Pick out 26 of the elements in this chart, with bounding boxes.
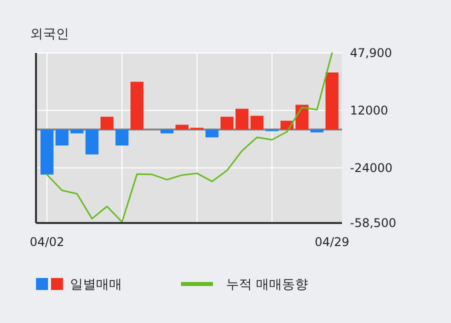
bar (160, 130, 174, 134)
line-series (46, 52, 333, 223)
y-tick-label: -24000 (350, 161, 393, 176)
bar (296, 104, 308, 130)
bar (86, 130, 98, 154)
bar (116, 130, 128, 146)
bar (70, 130, 84, 134)
bar (250, 116, 264, 130)
bar (236, 108, 248, 130)
bar (176, 124, 188, 130)
bar (326, 72, 338, 130)
bar (130, 82, 144, 130)
legend-label: 일별매매 (70, 278, 122, 293)
y-tick-label: -58,500 (350, 216, 396, 230)
x-tick-label: 04/02 (30, 235, 64, 249)
bar (56, 130, 68, 146)
bar (220, 116, 234, 130)
chart-title: 외국인 (30, 27, 69, 42)
bar (40, 130, 54, 175)
legend-label: 누적 매매동향 (226, 278, 308, 293)
y-tick-label: 47,900 (350, 46, 392, 60)
x-tick-label: 04/29 (314, 235, 350, 249)
bar (206, 130, 218, 138)
bar (100, 116, 114, 130)
bar (310, 130, 324, 132)
y-tick-label: 12000 (350, 104, 388, 118)
